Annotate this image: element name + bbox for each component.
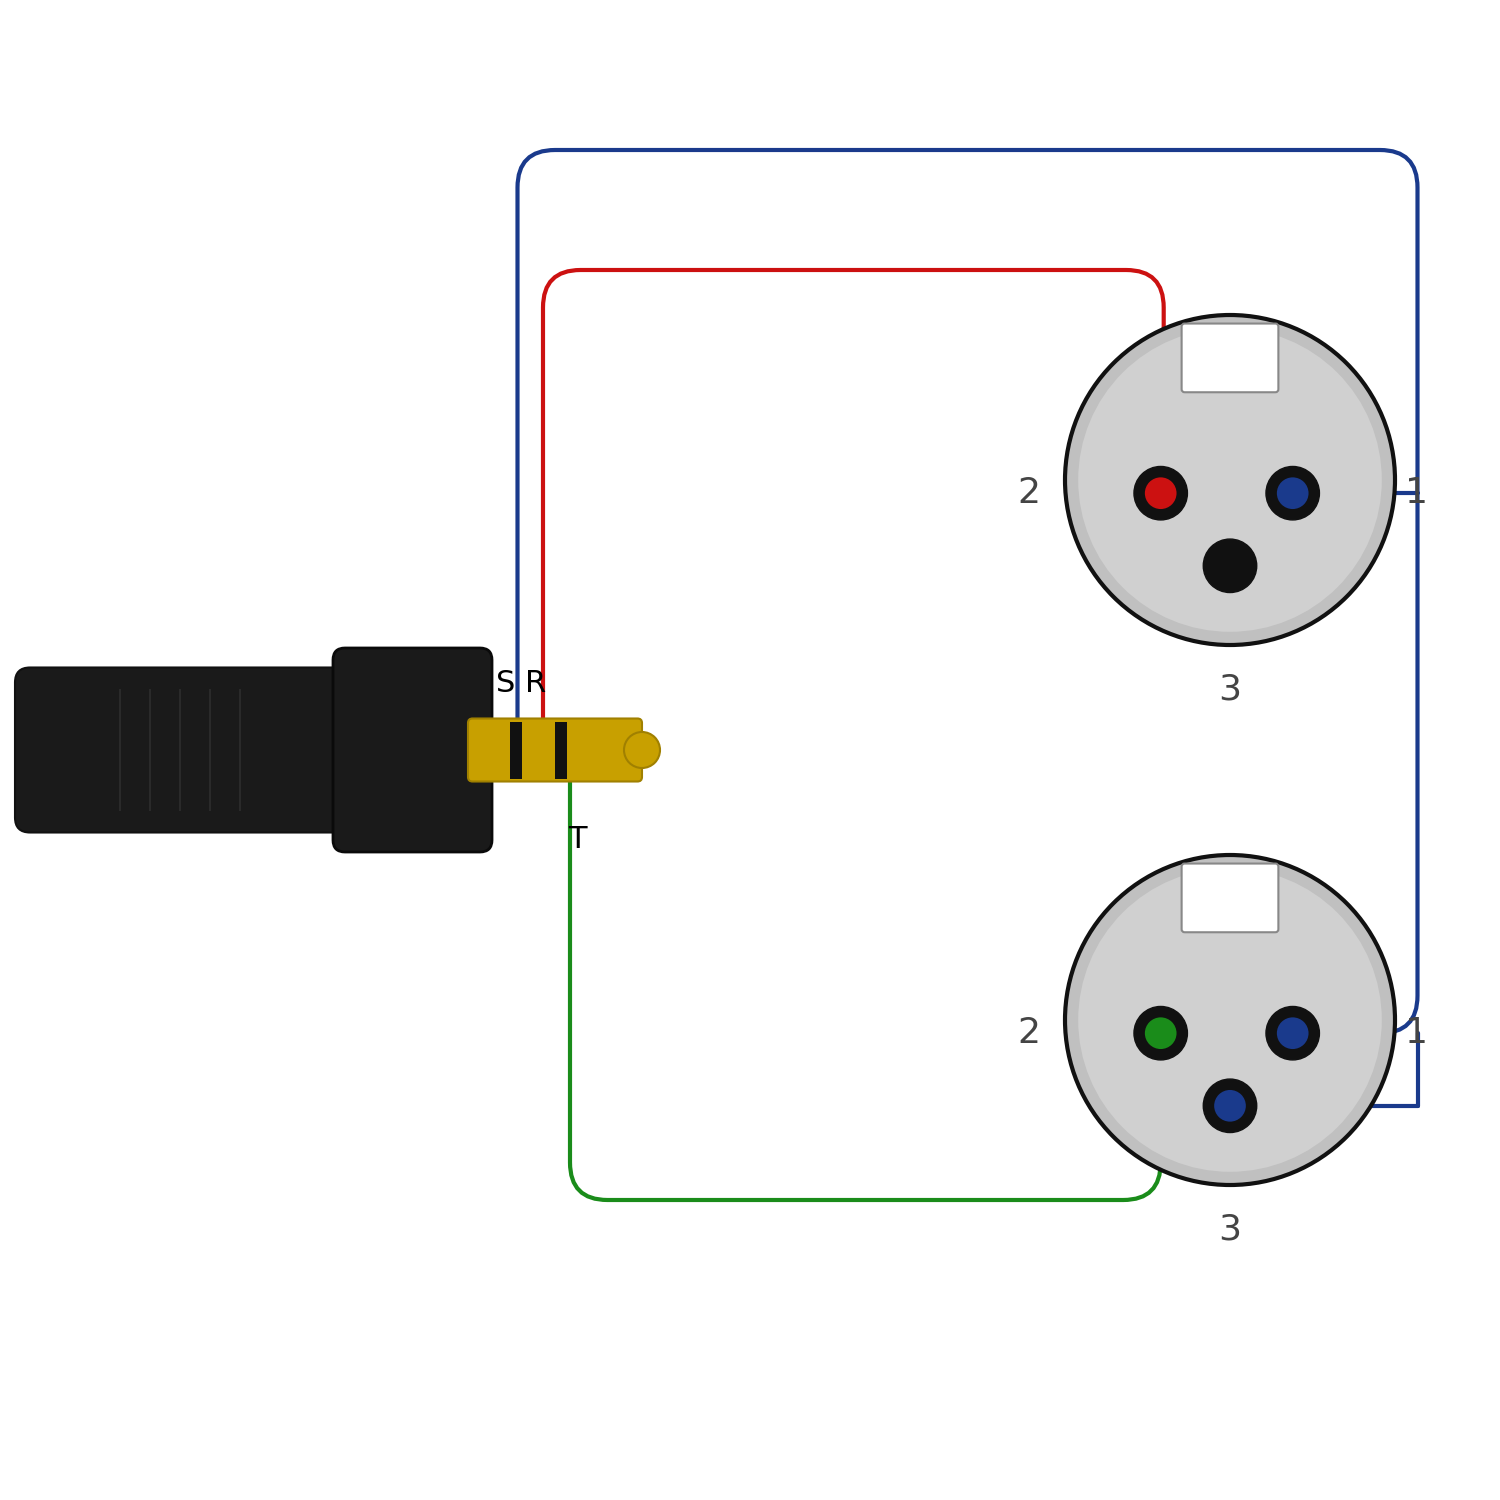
- Circle shape: [1134, 466, 1188, 520]
- Text: R: R: [525, 669, 546, 698]
- Text: T: T: [568, 825, 586, 854]
- Circle shape: [1065, 315, 1395, 645]
- Circle shape: [1276, 1017, 1308, 1048]
- Text: 2: 2: [1017, 1016, 1040, 1050]
- Circle shape: [1276, 477, 1308, 508]
- Text: 1: 1: [1406, 1016, 1428, 1050]
- Text: S: S: [496, 669, 514, 698]
- Circle shape: [1065, 855, 1395, 1185]
- Circle shape: [1078, 868, 1382, 1172]
- FancyBboxPatch shape: [1182, 864, 1278, 932]
- FancyBboxPatch shape: [510, 722, 522, 778]
- FancyBboxPatch shape: [468, 718, 642, 782]
- Text: 3: 3: [1218, 672, 1242, 706]
- FancyBboxPatch shape: [1182, 324, 1278, 393]
- FancyBboxPatch shape: [555, 722, 567, 778]
- Circle shape: [1214, 1090, 1246, 1122]
- Circle shape: [1214, 550, 1246, 582]
- Text: 1: 1: [1406, 476, 1428, 510]
- Circle shape: [1203, 1078, 1257, 1132]
- FancyBboxPatch shape: [333, 648, 492, 852]
- Circle shape: [1266, 1007, 1320, 1060]
- Circle shape: [1134, 1007, 1188, 1060]
- Text: 2: 2: [1017, 476, 1040, 510]
- Circle shape: [1078, 328, 1382, 632]
- Circle shape: [1144, 477, 1176, 508]
- Circle shape: [1144, 1017, 1176, 1048]
- Circle shape: [1203, 538, 1257, 592]
- Circle shape: [624, 732, 660, 768]
- FancyBboxPatch shape: [15, 668, 375, 832]
- Circle shape: [1266, 466, 1320, 520]
- Text: 3: 3: [1218, 1212, 1242, 1246]
